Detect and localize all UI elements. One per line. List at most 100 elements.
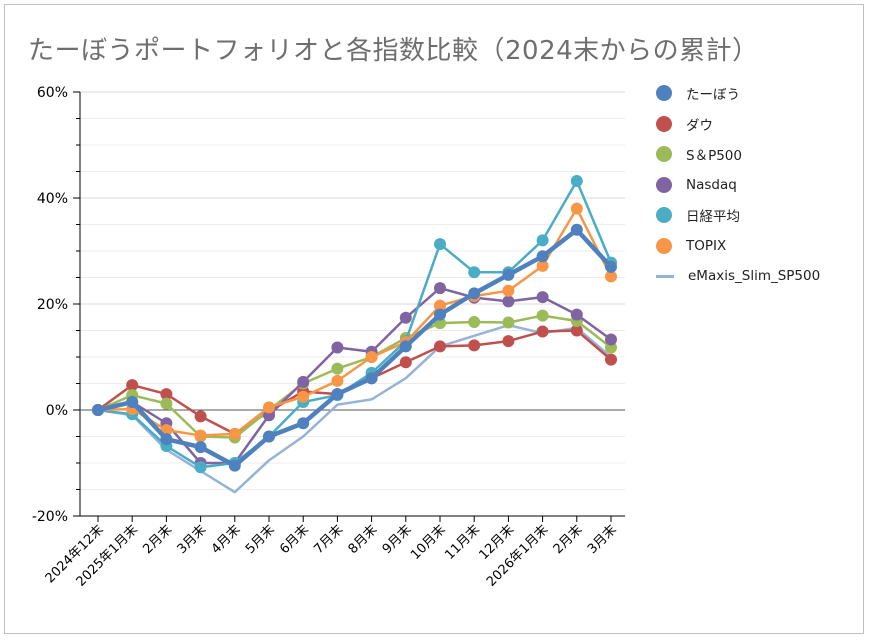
data-point bbox=[297, 390, 310, 403]
data-point bbox=[194, 410, 207, 423]
legend-label: たーぼう bbox=[686, 87, 740, 104]
x-tick-label: 3月末 bbox=[585, 522, 620, 557]
data-point bbox=[570, 308, 583, 321]
data-point bbox=[570, 324, 583, 337]
legend-item: ダウ bbox=[656, 109, 820, 140]
data-point bbox=[297, 417, 310, 430]
data-point bbox=[536, 309, 549, 322]
data-point bbox=[365, 351, 378, 363]
legend-label: 日経平均 bbox=[686, 209, 740, 226]
data-point bbox=[160, 433, 173, 446]
legend-item: TOPIX bbox=[656, 231, 820, 262]
legend-item: たーぼう bbox=[656, 78, 820, 109]
legend-marker bbox=[656, 176, 672, 193]
x-tick-label: 5月末 bbox=[243, 522, 278, 557]
series-line-6 bbox=[97, 323, 612, 494]
data-point bbox=[605, 270, 617, 283]
x-tick-label: 3月末 bbox=[175, 522, 210, 557]
data-point bbox=[570, 175, 583, 188]
data-point bbox=[434, 340, 446, 353]
y-tick-label: 0% bbox=[46, 403, 68, 419]
data-point bbox=[331, 374, 344, 387]
y-tick-label: -20% bbox=[32, 509, 68, 525]
legend-label: ダウ bbox=[686, 117, 713, 134]
legend-label: Nasdaq bbox=[686, 176, 737, 193]
x-tick-label: 6月末 bbox=[277, 522, 312, 557]
data-point bbox=[605, 353, 617, 366]
data-point bbox=[605, 333, 617, 346]
data-point bbox=[160, 397, 173, 410]
data-point bbox=[399, 340, 412, 353]
data-point bbox=[468, 339, 481, 352]
data-point bbox=[536, 259, 549, 272]
legend-marker bbox=[656, 85, 672, 102]
data-point bbox=[434, 308, 446, 321]
data-point bbox=[502, 316, 515, 329]
legend-item: 日経平均 bbox=[656, 200, 820, 231]
x-tick-label: 11月末 bbox=[442, 522, 483, 563]
data-point bbox=[605, 260, 617, 273]
legend: たーぼうダウ S＆P500 Nasdaq 日経平均 TOPIX eMaxis_Slim_S… bbox=[656, 78, 820, 292]
series-line-0 bbox=[97, 227, 613, 468]
x-tick-label: 2月末 bbox=[140, 522, 175, 557]
data-point bbox=[399, 356, 412, 369]
data-point bbox=[126, 379, 139, 392]
data-point bbox=[502, 335, 515, 348]
data-point bbox=[502, 284, 515, 297]
data-point bbox=[434, 282, 446, 295]
y-tick-label: 20% bbox=[37, 297, 68, 313]
data-point bbox=[399, 311, 412, 324]
data-point bbox=[297, 375, 310, 388]
legend-label: eMaxis_Slim_SP500 bbox=[688, 268, 821, 285]
y-tick-label: 60% bbox=[37, 85, 68, 101]
legend-item: S＆P500 bbox=[656, 139, 820, 170]
data-point bbox=[536, 234, 549, 247]
x-tick-label: 7月末 bbox=[311, 522, 346, 557]
x-tick-label: 2月末 bbox=[551, 522, 586, 557]
data-point bbox=[263, 401, 275, 414]
data-point bbox=[126, 396, 139, 409]
data-point bbox=[194, 429, 207, 442]
legend-marker bbox=[656, 237, 672, 254]
data-point bbox=[536, 291, 549, 304]
data-point bbox=[194, 461, 207, 474]
data-point bbox=[434, 299, 446, 312]
legend-item: Nasdaq bbox=[656, 170, 820, 201]
y-tick-label: 40% bbox=[37, 191, 68, 207]
data-point bbox=[468, 316, 481, 329]
series-line-2 bbox=[97, 314, 612, 439]
data-point bbox=[228, 459, 241, 472]
data-point bbox=[160, 388, 173, 401]
legend-label: S＆P500 bbox=[686, 148, 742, 165]
data-point bbox=[228, 427, 241, 440]
data-point bbox=[92, 404, 104, 416]
x-tick-label: 10月末 bbox=[408, 522, 449, 563]
legend-item: eMaxis_Slim_SP500 bbox=[656, 261, 820, 292]
data-point bbox=[331, 388, 344, 401]
series-line-5 bbox=[97, 207, 613, 437]
series-line-4 bbox=[97, 179, 613, 469]
data-point bbox=[536, 250, 549, 263]
x-tick-label: 4月末 bbox=[209, 522, 244, 557]
x-tick-label: 8月末 bbox=[346, 522, 381, 557]
legend-label: TOPIX bbox=[686, 237, 727, 254]
data-point bbox=[468, 266, 481, 279]
legend-marker bbox=[656, 115, 672, 132]
data-point bbox=[331, 341, 344, 354]
data-point bbox=[536, 325, 549, 338]
data-point bbox=[570, 223, 583, 236]
data-point bbox=[502, 295, 515, 308]
legend-marker bbox=[656, 146, 672, 163]
data-point bbox=[263, 430, 275, 443]
data-point bbox=[365, 372, 378, 385]
data-point bbox=[570, 202, 583, 215]
legend-marker bbox=[656, 207, 672, 224]
legend-marker bbox=[656, 274, 674, 278]
data-point bbox=[434, 238, 446, 251]
series-line-1 bbox=[97, 329, 612, 436]
data-point bbox=[468, 287, 481, 300]
data-point bbox=[331, 362, 344, 375]
chart-title: たーぼうポートフォリオと各指数比較（2024末からの累計） bbox=[28, 36, 759, 66]
data-point bbox=[502, 268, 515, 281]
